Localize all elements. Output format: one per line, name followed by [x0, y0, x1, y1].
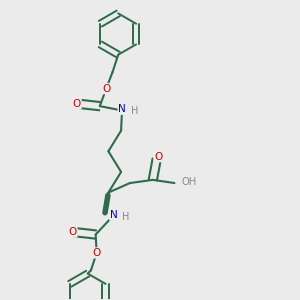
Text: H: H: [131, 106, 138, 116]
Text: OH: OH: [182, 177, 197, 187]
Text: O: O: [69, 227, 77, 237]
Text: H: H: [122, 212, 130, 222]
Text: N: N: [118, 104, 126, 114]
Text: N: N: [110, 210, 117, 220]
Text: O: O: [102, 84, 110, 94]
Text: O: O: [92, 248, 101, 258]
Text: O: O: [73, 99, 81, 109]
Text: O: O: [154, 152, 162, 162]
